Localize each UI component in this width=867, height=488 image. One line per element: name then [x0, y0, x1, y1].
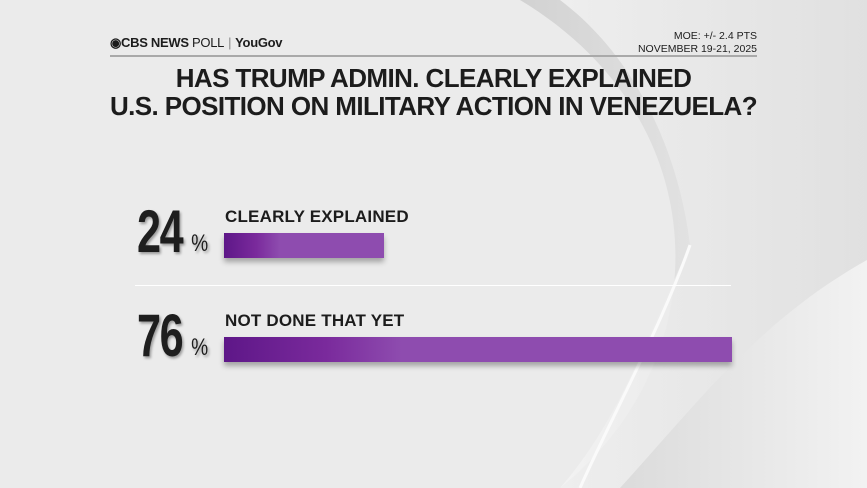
cbs-yougov-logo: ◉CBS NEWS POLL | YouGov — [110, 35, 283, 51]
category-label: NOT DONE THAT YET — [225, 311, 405, 330]
cbs-eye-icon: ◉ — [110, 35, 122, 50]
percent-sign: % — [191, 334, 209, 361]
bar — [224, 337, 732, 362]
bar — [224, 233, 385, 258]
margin-of-error: MOE: +/- 2.4 PTS — [673, 30, 757, 42]
header-rule — [110, 55, 757, 57]
partner-logo: YouGov — [235, 35, 283, 50]
brand: CBS NEWS — [121, 35, 189, 50]
row-divider — [135, 285, 731, 286]
logo-separator: | — [228, 35, 232, 50]
data-label: 24% — [137, 197, 217, 266]
title-line-1: HAS TRUMP ADMIN. CLEARLY EXPLAINED — [175, 63, 692, 93]
data-label: 76% — [137, 301, 217, 370]
category-label: CLEARLY EXPLAINED — [225, 207, 409, 226]
chart-title: HAS TRUMP ADMIN. CLEARLY EXPLAINED U.S. … — [80, 64, 787, 120]
poll-label: POLL — [192, 35, 225, 50]
poll-meta: MOE: +/- 2.4 PTS NOVEMBER 19-21, 2025 — [638, 30, 757, 56]
poll-dates: NOVEMBER 19-21, 2025 — [637, 43, 757, 55]
data-label-value: 76 — [137, 302, 184, 369]
percent-sign: % — [191, 230, 209, 257]
title-line-2: U.S. POSITION ON MILITARY ACTION IN VENE… — [110, 91, 758, 121]
data-label-value: 24 — [137, 198, 184, 265]
